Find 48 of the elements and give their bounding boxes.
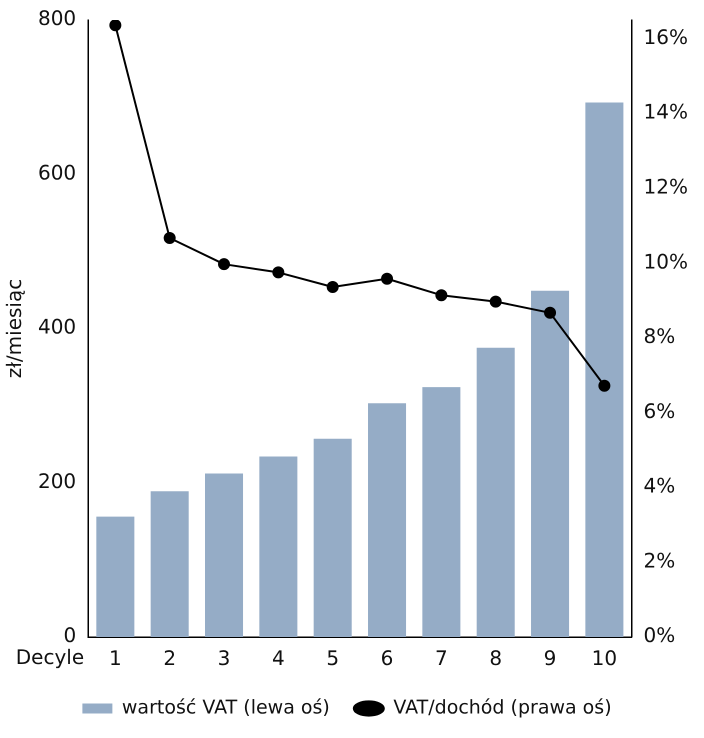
y2-tick-label: 8% [644,324,676,348]
x-tick-label: 4 [272,646,285,670]
legend-label: wartość VAT (lewa oś) [122,696,330,718]
y2-tick-label: 0% [644,623,676,648]
y2-tick-label: 10% [644,249,688,274]
bar [531,290,570,637]
x-tick-label: 6 [380,646,394,670]
x-tick-label: 7 [435,646,448,670]
x-tick-label: 9 [544,646,556,670]
bar [422,387,460,637]
point [326,280,339,293]
point [381,272,394,285]
point [544,306,556,319]
y2-tick-label: 2% [644,548,676,572]
x-tick-label: 5 [326,646,340,670]
point [598,380,610,392]
point [164,232,176,244]
y2-tick-label: 4% [644,474,676,498]
bar [585,102,624,637]
x-tick-label: 10 [592,646,618,670]
y2-tick-label: 14% [644,100,688,124]
y-tick-label: 200 [38,468,76,493]
x-tick-label: 3 [218,646,230,670]
x-tick-label: 2 [163,646,176,670]
y-tick-label: 600 [38,160,76,184]
bar [368,403,406,637]
y2-tick-label: 12% [644,174,688,198]
bar [96,516,134,637]
point [218,258,230,270]
y-tick-label: 800 [38,6,76,30]
bar [314,438,352,637]
y-axis-title: zł/miesiąc [2,278,26,378]
point [490,296,502,308]
y-tick-label: 0 [63,623,76,648]
x-tick-label: 8 [489,646,502,670]
x-tick-label: 1 [108,646,122,670]
bar [259,456,298,637]
point [109,20,122,32]
bar [150,491,189,637]
bar [476,348,515,637]
x-axis-title: Decyle [16,645,84,670]
point [435,289,448,302]
y-tick-label: 400 [38,314,76,339]
bar [205,473,244,637]
legend-label: VAT/dochód (prawa oś) [393,696,612,718]
y2-tick-label: 6% [644,398,676,423]
y2-tick-label: 16% [644,24,688,49]
point [272,266,284,278]
